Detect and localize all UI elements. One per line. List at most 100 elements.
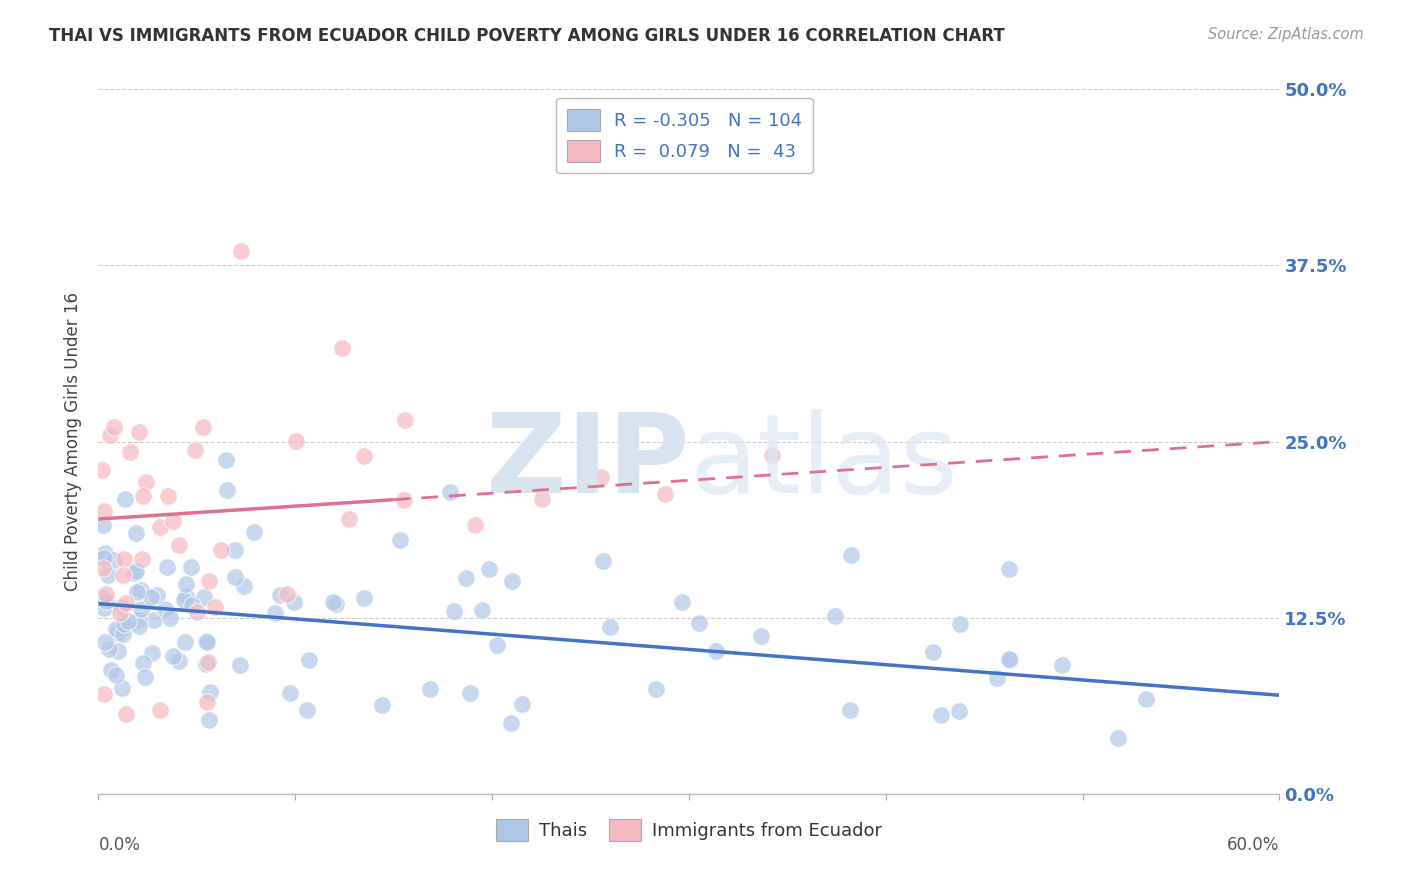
Point [224, 542, 246, 557]
Point [142, 613, 165, 627]
Point [111, 621, 134, 635]
Point [110, 599, 132, 614]
Point [174, 589, 197, 603]
Point [174, 635, 197, 649]
Point [124, 564, 146, 578]
Point [337, 512, 360, 526]
Point [162, 648, 184, 663]
Point [215, 483, 238, 497]
Text: Source: ZipAtlas.com: Source: ZipAtlas.com [1208, 27, 1364, 42]
Point [122, 566, 145, 581]
Point [761, 449, 783, 463]
Point [107, 644, 129, 658]
Point [922, 645, 945, 659]
Point [91, 560, 114, 574]
Point [443, 604, 465, 618]
Point [167, 654, 190, 668]
Point [454, 571, 477, 585]
Point [195, 634, 218, 648]
Point [91, 591, 114, 606]
Point [464, 517, 486, 532]
Point [115, 596, 138, 610]
Point [100, 664, 122, 678]
Point [141, 646, 163, 660]
Point [111, 681, 134, 695]
Point [478, 561, 501, 575]
Point [499, 716, 522, 731]
Point [322, 595, 344, 609]
Point [149, 519, 172, 533]
Point [93, 687, 115, 701]
Point [114, 492, 136, 507]
Point [108, 607, 131, 621]
Point [263, 607, 285, 621]
Point [1050, 658, 1073, 673]
Point [948, 704, 970, 718]
Point [501, 574, 523, 588]
Point [131, 551, 153, 566]
Point [180, 599, 202, 613]
Point [1000, 653, 1022, 667]
Point [204, 600, 226, 615]
Point [132, 489, 155, 503]
Point [276, 587, 298, 601]
Point [325, 597, 347, 611]
Point [295, 703, 318, 717]
Point [269, 588, 291, 602]
Point [394, 413, 416, 427]
Point [93, 601, 115, 615]
Point [169, 538, 191, 552]
Point [353, 591, 375, 605]
Point [458, 686, 481, 700]
Point [195, 695, 218, 709]
Point [592, 554, 614, 568]
Y-axis label: Child Poverty Among Girls Under 16: Child Poverty Among Girls Under 16 [65, 292, 83, 591]
Point [704, 644, 727, 658]
Point [671, 595, 693, 609]
Point [128, 619, 150, 633]
Point [94, 635, 117, 649]
Point [128, 613, 150, 627]
Point [127, 585, 149, 599]
Point [998, 562, 1021, 576]
Point [97, 568, 120, 582]
Point [195, 657, 218, 671]
Point [243, 525, 266, 540]
Point [285, 434, 308, 448]
Point [949, 617, 972, 632]
Point [96, 594, 118, 608]
Point [232, 579, 254, 593]
Point [392, 493, 415, 508]
Point [135, 475, 157, 489]
Point [278, 686, 301, 700]
Point [156, 559, 179, 574]
Point [215, 453, 238, 467]
Point [824, 609, 846, 624]
Point [128, 425, 150, 439]
Point [112, 616, 135, 631]
Point [229, 244, 252, 259]
Text: THAI VS IMMIGRANTS FROM ECUADOR CHILD POVERTY AMONG GIRLS UNDER 16 CORRELATION C: THAI VS IMMIGRANTS FROM ECUADOR CHILD PO… [49, 27, 1005, 45]
Point [131, 656, 153, 670]
Point [191, 420, 214, 434]
Point [105, 667, 128, 681]
Point [91, 462, 114, 476]
Point [114, 707, 136, 722]
Point [439, 485, 461, 500]
Point [105, 622, 128, 636]
Point [599, 619, 621, 633]
Point [149, 703, 172, 717]
Point [388, 533, 411, 547]
Point [193, 591, 215, 605]
Point [371, 698, 394, 712]
Point [94, 586, 117, 600]
Point [180, 559, 202, 574]
Point [839, 703, 862, 717]
Point [98, 641, 121, 656]
Point [94, 545, 117, 559]
Point [157, 489, 180, 503]
Point [93, 503, 115, 517]
Point [118, 444, 141, 458]
Point [197, 574, 219, 589]
Text: atlas: atlas [689, 409, 957, 516]
